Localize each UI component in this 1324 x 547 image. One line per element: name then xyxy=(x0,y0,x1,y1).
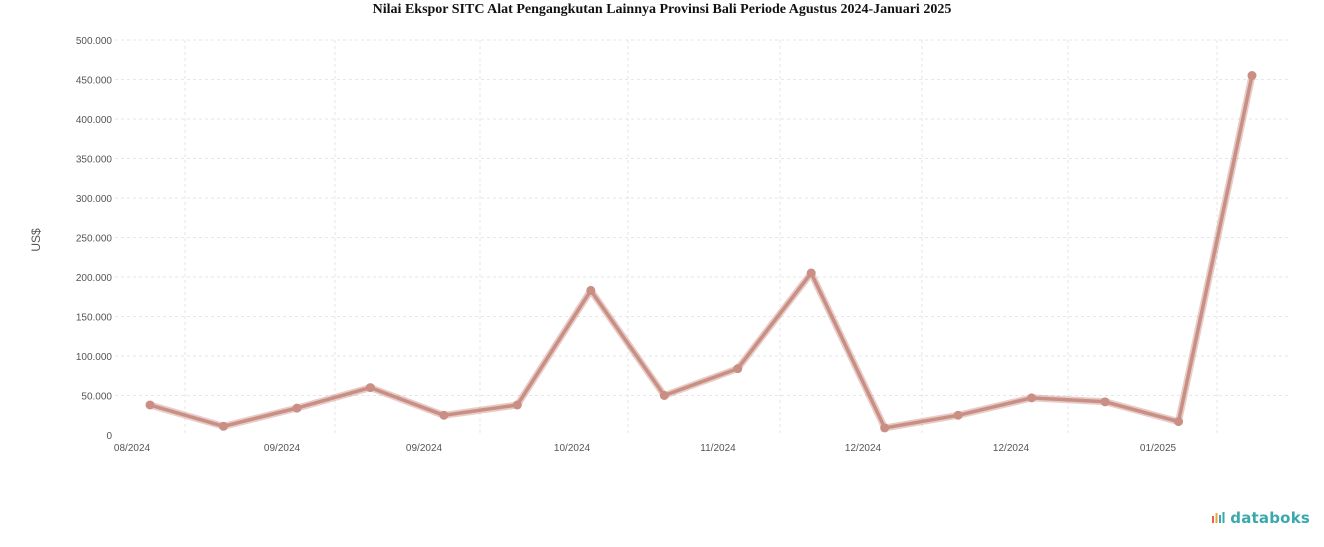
data-point xyxy=(953,410,963,420)
x-tick-label: 01/2025 xyxy=(1140,443,1177,454)
y-tick-label: 200.000 xyxy=(76,273,113,284)
data-point xyxy=(1247,71,1257,81)
y-tick-label: 250.000 xyxy=(76,234,113,245)
y-tick-label: 150.000 xyxy=(76,313,113,324)
data-point xyxy=(1174,417,1184,427)
series-line-glow xyxy=(146,72,1256,432)
data-point xyxy=(1100,397,1110,407)
y-tick-label: 100.000 xyxy=(76,352,113,363)
x-tick-label: 12/2024 xyxy=(845,443,882,454)
data-point xyxy=(586,285,596,295)
series-line xyxy=(148,73,1254,430)
data-point xyxy=(292,403,302,413)
y-tick-label: 350.000 xyxy=(76,155,113,166)
data-point xyxy=(880,423,890,433)
y-tick-label: 50.000 xyxy=(81,392,112,403)
x-tick-label: 09/2024 xyxy=(406,443,443,454)
data-point xyxy=(1027,393,1037,403)
data-point xyxy=(806,268,816,278)
data-point xyxy=(439,410,449,420)
x-tick-label: 12/2024 xyxy=(993,443,1030,454)
y-tick-label: 500.000 xyxy=(76,36,113,47)
x-tick-label: 11/2024 xyxy=(700,443,736,454)
x-tick-label: 10/2024 xyxy=(554,443,591,454)
y-axis-label: US$ xyxy=(29,228,43,252)
databoks-watermark: databoks xyxy=(1211,509,1310,527)
grid xyxy=(115,39,1288,435)
data-point xyxy=(512,400,522,410)
data-point xyxy=(733,364,743,374)
y-tick-label: 400.000 xyxy=(76,115,113,126)
watermark-text: databoks xyxy=(1230,509,1310,527)
data-point xyxy=(145,400,155,410)
data-point xyxy=(218,421,228,431)
databoks-logo-icon xyxy=(1212,512,1225,523)
series-layer xyxy=(145,71,1257,433)
data-point xyxy=(365,383,375,393)
x-axis-ticks: 08/2024 09/2024 09/2024 10/2024 11/2024 12/20… xyxy=(114,443,1177,454)
chart-title: Nilai Ekspor SITC Alat Pengangkutan Lain… xyxy=(372,2,952,17)
x-tick-label: 09/2024 xyxy=(264,443,301,454)
y-axis-ticks: 0 50.000 100.000 150.000 200.000 250.000 300.0… xyxy=(76,36,113,442)
y-tick-label: 450.000 xyxy=(76,76,113,87)
data-point xyxy=(659,391,669,400)
y-tick-label: 0 xyxy=(106,431,112,442)
y-tick-label: 300.000 xyxy=(76,194,113,205)
x-tick-label: 08/2024 xyxy=(114,443,151,454)
